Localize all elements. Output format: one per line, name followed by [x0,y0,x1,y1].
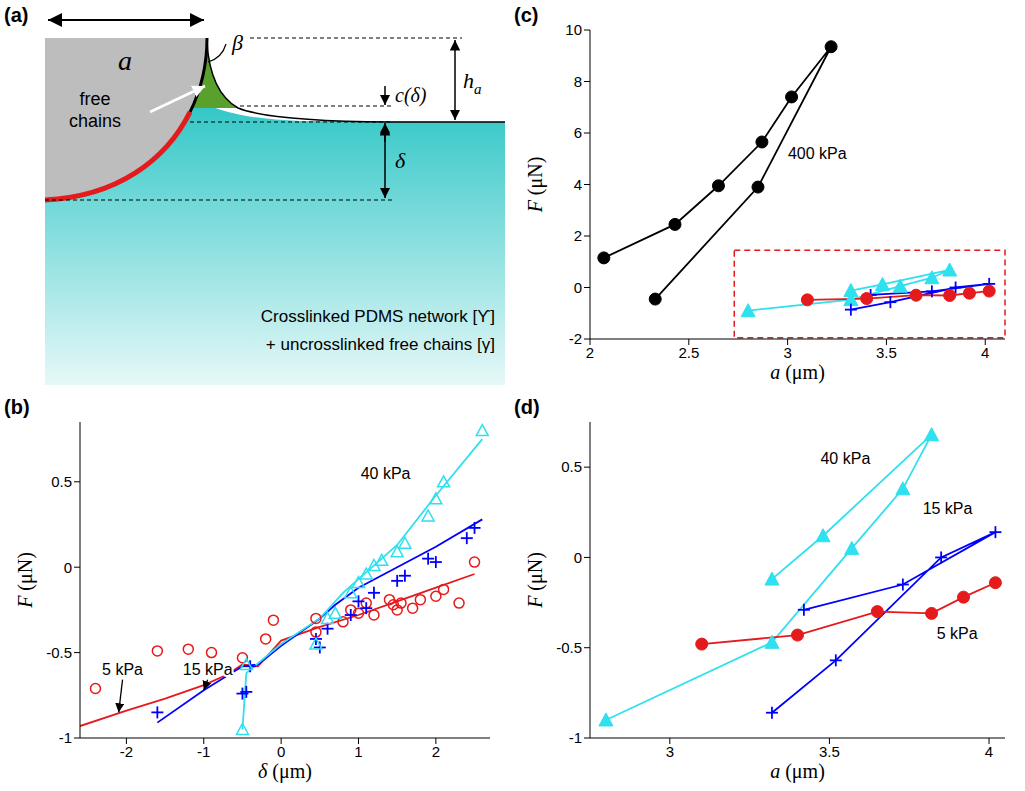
svg-text:0.5: 0.5 [561,458,582,475]
svg-text:40 kPa: 40 kPa [361,465,411,482]
svg-text:15 kPa: 15 kPa [923,500,973,517]
svg-text:(d): (d) [514,396,540,418]
svg-text:2: 2 [432,743,440,760]
svg-text:0.5: 0.5 [51,473,72,490]
svg-text:ha: ha [463,68,482,97]
svg-text:a: a [118,45,132,76]
svg-text:4: 4 [985,743,993,760]
svg-text:δ: δ [395,148,406,173]
svg-text:0: 0 [64,559,72,576]
svg-text:F (μN): F (μN) [14,552,37,609]
svg-text:Crosslinked PDMS network [ϒ]: Crosslinked PDMS network [ϒ] [261,307,495,326]
svg-text:400 kPa: 400 kPa [788,145,847,162]
svg-text:F (μN): F (μN) [524,157,547,214]
svg-text:(c): (c) [514,4,538,26]
svg-text:F (μN): F (μN) [524,552,547,609]
svg-text:0: 0 [574,549,582,566]
svg-text:-0.5: -0.5 [46,644,72,661]
svg-text:8: 8 [574,73,582,90]
svg-text:-1: -1 [197,743,210,760]
svg-text:5 kPa: 5 kPa [102,661,143,678]
svg-text:40 kPa: 40 kPa [820,450,870,467]
svg-text:-2: -2 [120,743,133,760]
svg-text:β: β [231,30,243,55]
svg-text:6: 6 [574,124,582,141]
svg-text:-1: -1 [59,729,72,746]
svg-text:4: 4 [574,176,582,193]
svg-text:a (μm): a (μm) [770,760,825,783]
svg-text:-2: -2 [569,330,582,347]
svg-text:2.5: 2.5 [678,344,699,361]
svg-text:3.5: 3.5 [819,743,840,760]
svg-text:3: 3 [783,344,791,361]
svg-text:15 kPa: 15 kPa [183,661,233,678]
svg-text:(b): (b) [4,396,30,418]
svg-text:0: 0 [574,279,582,296]
svg-text:5 kPa: 5 kPa [937,625,978,642]
svg-text:free: free [79,89,110,109]
svg-text:a (μm): a (μm) [770,361,825,384]
svg-text:-1: -1 [569,729,582,746]
svg-text:0: 0 [277,743,285,760]
svg-text:1: 1 [354,743,362,760]
svg-text:3: 3 [666,743,674,760]
svg-text:2: 2 [586,344,594,361]
svg-text:4: 4 [981,344,989,361]
svg-text:2: 2 [574,227,582,244]
svg-text:(a): (a) [4,4,28,26]
svg-text:c(δ): c(δ) [395,84,427,107]
svg-text:+ uncrosslinked free chains [γ: + uncrosslinked free chains [γ] [266,335,495,354]
svg-text:-0.5: -0.5 [556,639,582,656]
svg-text:δ (μm): δ (μm) [258,760,312,783]
svg-text:chains: chains [69,111,121,131]
svg-text:10: 10 [565,21,582,38]
svg-text:3.5: 3.5 [876,344,897,361]
